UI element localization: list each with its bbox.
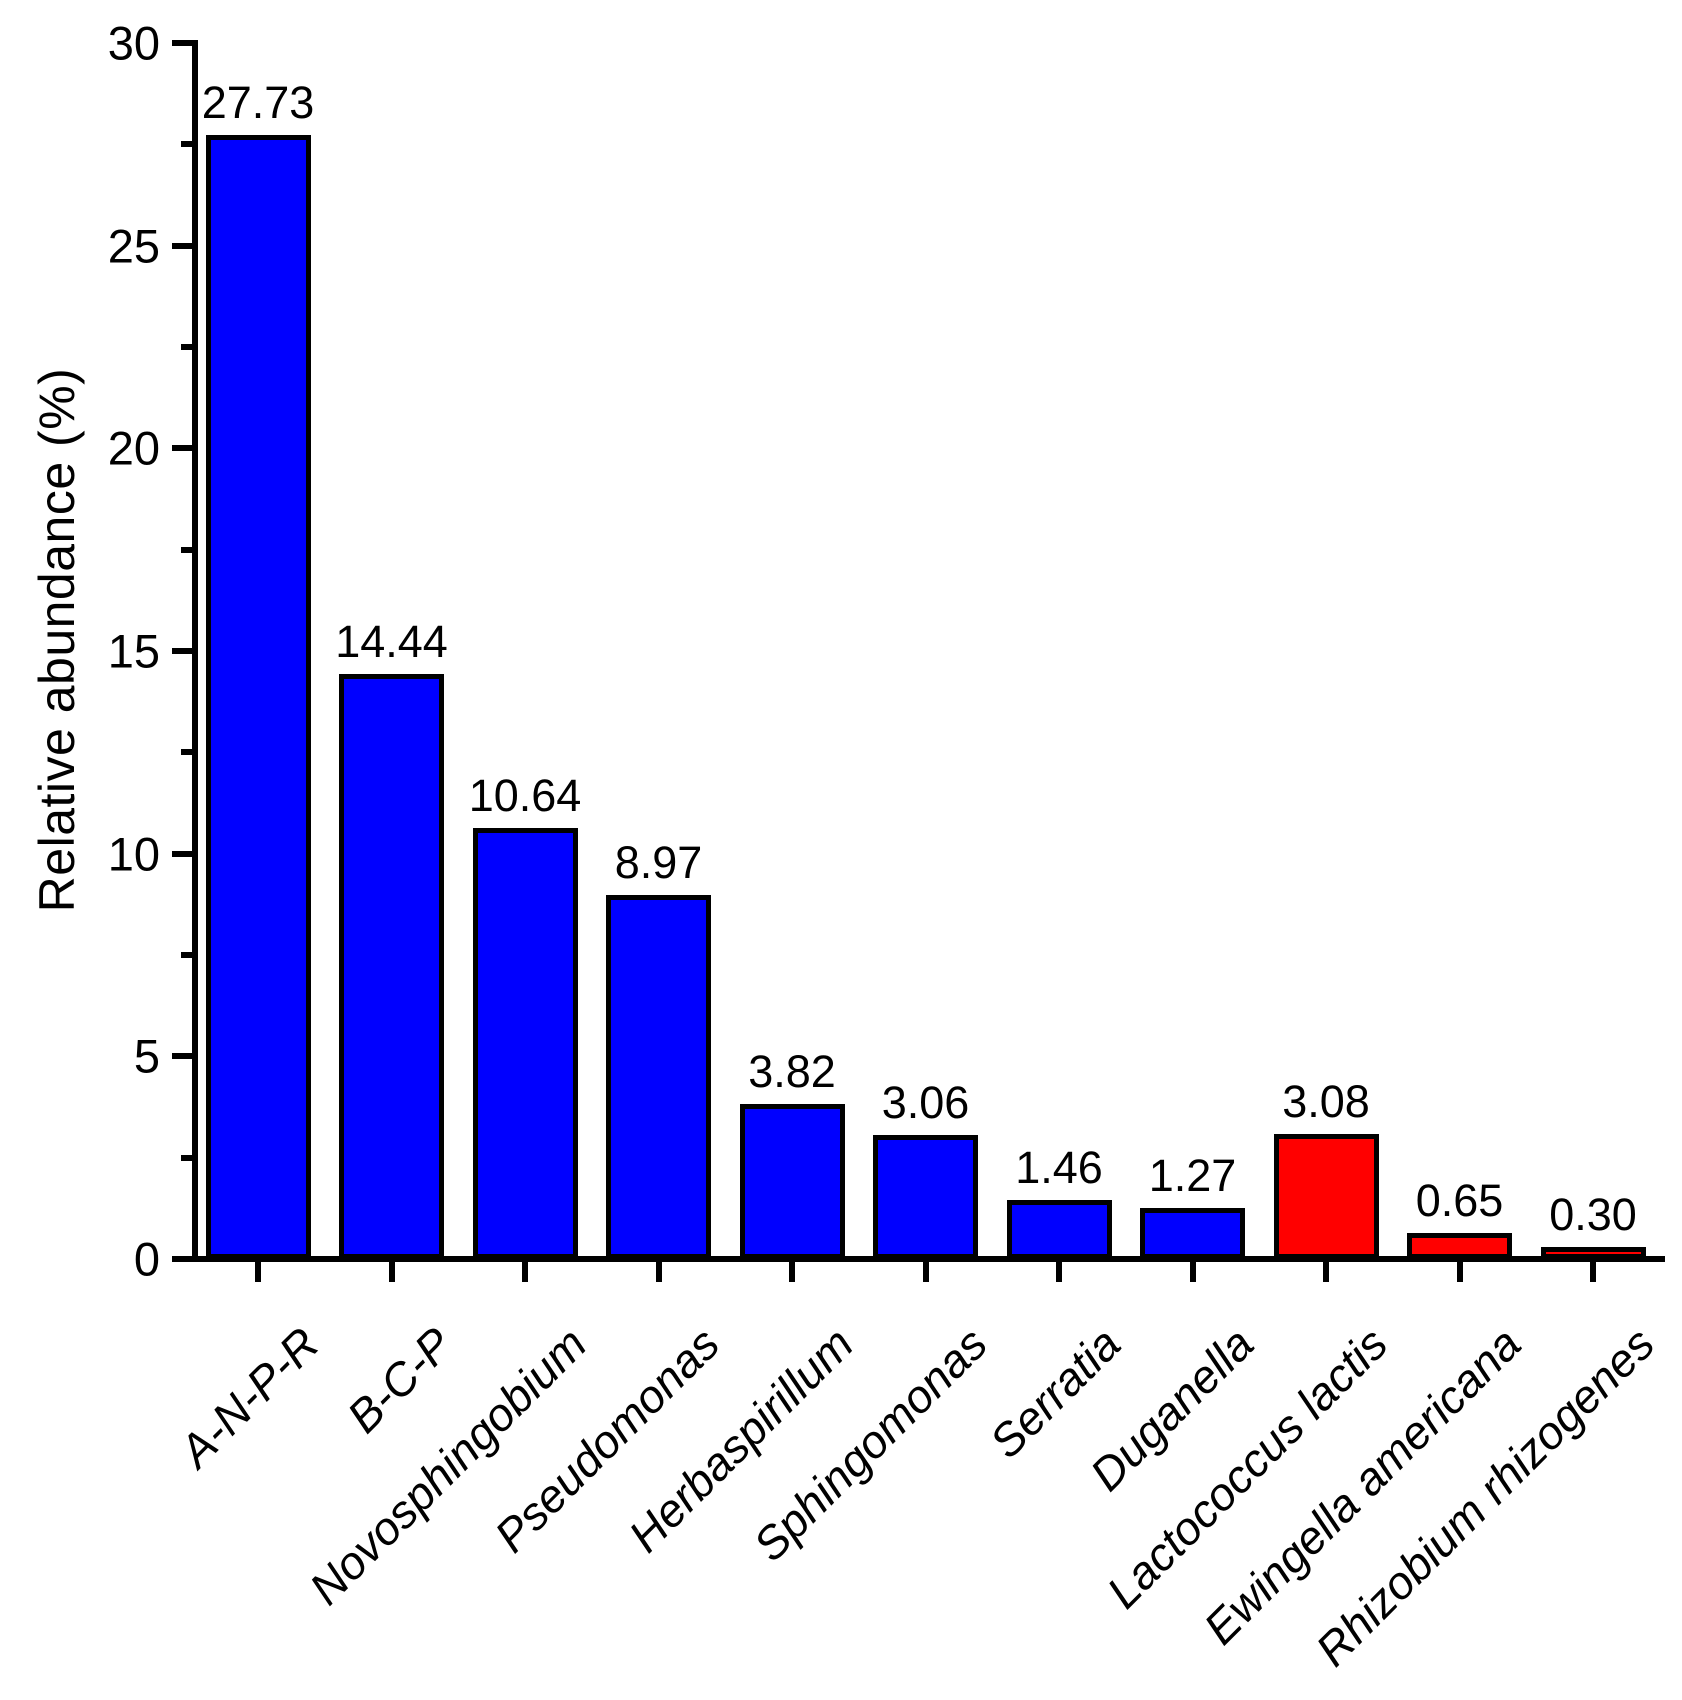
bar-value-label: 3.06 bbox=[881, 1076, 970, 1128]
bar-value-label: 1.46 bbox=[1015, 1141, 1103, 1193]
bar-value-label: 1.27 bbox=[1148, 1149, 1237, 1201]
x-tick bbox=[1189, 1262, 1196, 1282]
x-tick bbox=[1323, 1262, 1329, 1282]
bar-value-label: 3.82 bbox=[748, 1046, 836, 1098]
x-tick bbox=[1056, 1262, 1062, 1282]
bar-herbaspirillum bbox=[739, 1104, 845, 1259]
x-tick bbox=[255, 1262, 261, 1282]
y-major-tick bbox=[172, 242, 192, 249]
bar-value-label: 14.44 bbox=[335, 615, 448, 667]
x-axis-label: B-C-P bbox=[337, 1317, 463, 1443]
y-major-tick bbox=[172, 850, 192, 857]
y-tick-label: 30 bbox=[107, 16, 160, 70]
y-tick-label: 20 bbox=[107, 421, 160, 475]
bar-value-label: 0.65 bbox=[1415, 1174, 1504, 1226]
bar-value-label: 8.97 bbox=[614, 837, 703, 889]
y-minor-tick bbox=[181, 344, 192, 350]
x-tick bbox=[388, 1262, 395, 1282]
x-axis-label: Sphingomonas bbox=[742, 1317, 997, 1572]
y-tick-label: 5 bbox=[133, 1029, 160, 1083]
y-minor-tick bbox=[181, 749, 192, 756]
bar-serratia bbox=[1006, 1199, 1112, 1259]
bar-pseudomonas bbox=[606, 895, 711, 1259]
y-major-tick bbox=[172, 40, 192, 46]
y-axis-line bbox=[192, 40, 198, 1262]
x-tick bbox=[522, 1262, 528, 1282]
y-minor-tick bbox=[181, 1154, 192, 1161]
bar-value-label: 27.73 bbox=[201, 77, 315, 128]
x-axis-line bbox=[192, 1256, 1665, 1262]
x-tick bbox=[789, 1262, 795, 1282]
y-minor-tick bbox=[181, 546, 192, 553]
y-major-tick bbox=[172, 648, 192, 654]
y-major-tick bbox=[172, 1256, 192, 1262]
y-tick-label: 25 bbox=[107, 219, 160, 273]
bar-lactococcus-lactis bbox=[1273, 1134, 1379, 1259]
bar-value-label: 3.08 bbox=[1282, 1076, 1370, 1128]
bar-duganella bbox=[1140, 1207, 1245, 1259]
x-tick bbox=[655, 1262, 662, 1282]
y-major-tick bbox=[172, 1053, 192, 1060]
y-tick-label: 0 bbox=[133, 1232, 160, 1286]
x-tick bbox=[1590, 1262, 1596, 1282]
bar-novosphingobium bbox=[472, 827, 578, 1259]
y-minor-tick bbox=[181, 952, 192, 958]
y-tick-label: 15 bbox=[107, 624, 160, 678]
y-tick-label: 10 bbox=[107, 827, 160, 881]
bar-value-label: 0.30 bbox=[1549, 1188, 1637, 1240]
bar-b-c-p bbox=[339, 673, 444, 1259]
x-axis-label: A-N-P-R bbox=[169, 1317, 330, 1477]
bar-value-label: 10.64 bbox=[468, 769, 582, 821]
x-tick bbox=[1456, 1262, 1463, 1282]
bar-a-n-p-r bbox=[205, 135, 311, 1259]
y-minor-tick bbox=[181, 141, 192, 148]
bar-sphingomonas bbox=[873, 1134, 978, 1259]
x-tick bbox=[922, 1262, 929, 1282]
y-major-tick bbox=[172, 445, 192, 452]
